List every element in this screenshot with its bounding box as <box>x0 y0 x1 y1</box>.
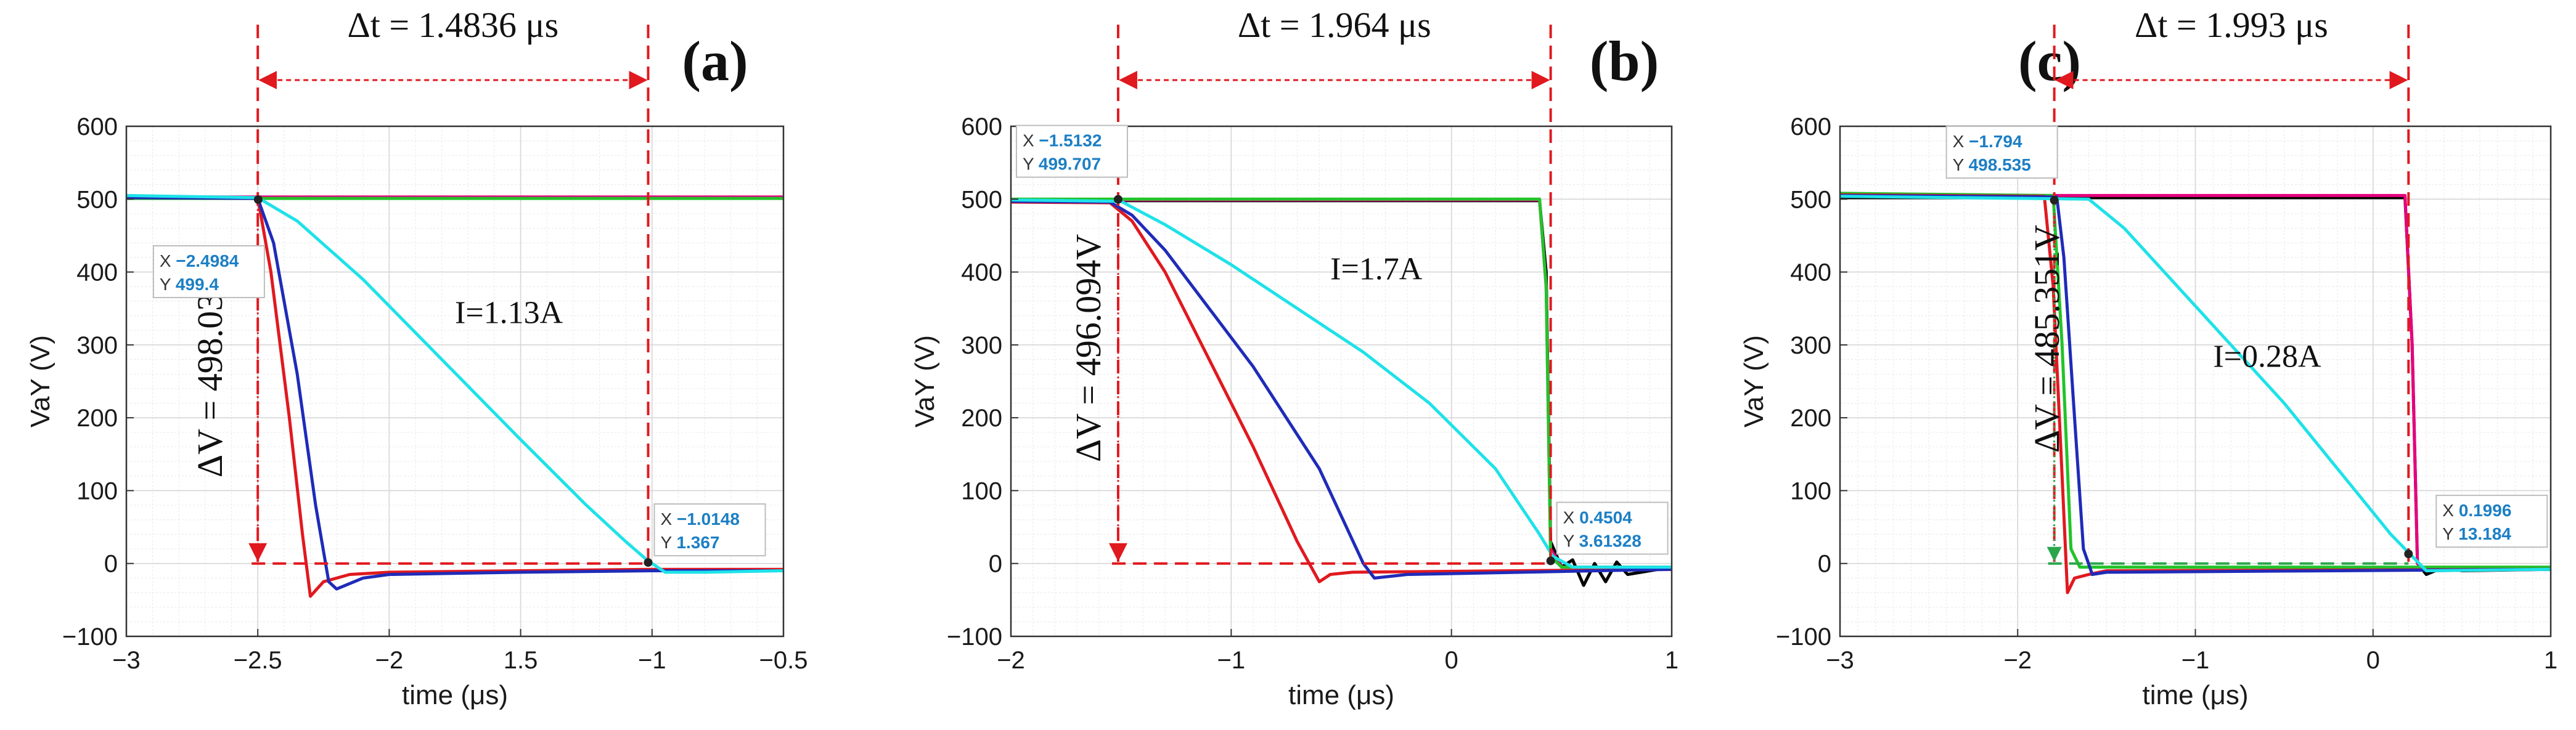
y-axis-label: VaY (V) <box>1739 335 1769 428</box>
datatip-x: X 0.1996 <box>2442 501 2511 520</box>
series-line-5 <box>1839 193 2551 576</box>
datatip-point[interactable] <box>2404 550 2413 559</box>
dv-annotation: ΔV = 496.094V <box>1068 234 1108 462</box>
y-tick-label: −100 <box>1776 623 1831 651</box>
y-tick-label: 0 <box>1818 551 1831 578</box>
datatip-box <box>1556 501 1669 555</box>
y-axis-label: VaY (V) <box>910 335 940 428</box>
datatip-y: Y 1.367 <box>660 533 719 552</box>
y-tick-label: 200 <box>76 405 118 432</box>
y-tick-label: 100 <box>1790 477 1831 505</box>
y-axis-label: VaY (V) <box>25 335 55 428</box>
x-tick-label: 1 <box>1665 647 1678 674</box>
y-tick-label: 300 <box>1790 332 1831 359</box>
x-tick-label: −3 <box>1826 647 1854 674</box>
datatip-box <box>1015 124 1128 178</box>
y-tick-label: 300 <box>76 332 118 359</box>
y-tick-label: 100 <box>76 477 118 505</box>
y-tick-label: 400 <box>1790 259 1831 286</box>
chart-panel-a: −3 −2.5 −2 1.5 −1 −0.5 −100 0 100 200 300 400 500 600… <box>25 5 808 710</box>
axes-frame <box>1010 125 1673 638</box>
datatip-box <box>653 503 766 557</box>
datatip-x: X 0.4504 <box>1563 508 1633 527</box>
y-tick-label: −100 <box>947 623 1002 651</box>
x-tick-label: 1 <box>2544 647 2558 674</box>
datatip-y: Y 499.4 <box>160 275 219 294</box>
x-tick-label: −2 <box>2003 647 2032 674</box>
current-label: I=1.7A <box>1330 251 1423 286</box>
panel-label: (c) <box>2018 30 2081 92</box>
x-tick-label: −0.5 <box>759 647 808 674</box>
x-tick-label: −1 <box>638 647 666 674</box>
datatip-point[interactable] <box>1546 556 1555 566</box>
datatip-x: X −1.794 <box>1953 132 2022 151</box>
y-tick-label: 500 <box>76 186 118 213</box>
dt-annotation: Δt = 1.993 μs <box>2135 5 2328 45</box>
panel-label: (a) <box>682 30 748 92</box>
y-tick-label: 200 <box>961 405 1002 432</box>
y-tick-label: 600 <box>76 113 118 140</box>
y-tick-label: 100 <box>961 477 1002 505</box>
datatip-y: Y 498.535 <box>1953 155 2031 174</box>
series-line-5 <box>1010 200 1672 580</box>
datatip-y: Y 499.707 <box>1023 155 1101 174</box>
datatip-box <box>2435 495 2548 548</box>
y-tick-label: 400 <box>76 259 118 286</box>
y-tick-label: 600 <box>1790 113 1831 140</box>
y-tick-label: 600 <box>961 113 1002 140</box>
dt-annotation: Δt = 1.4836 μs <box>347 5 558 45</box>
axes-frame <box>125 125 785 638</box>
series-line-6 <box>126 193 784 574</box>
x-tick-label: −2 <box>997 647 1025 674</box>
x-tick-label: −2 <box>375 647 404 674</box>
x-tick-label: 0 <box>1445 647 1458 674</box>
series-line-6 <box>1010 198 1672 569</box>
y-tick-label: 500 <box>961 186 1002 213</box>
x-tick-label: −1 <box>1217 647 1246 674</box>
y-tick-label: 400 <box>961 259 1002 286</box>
x-tick-label: −3 <box>112 647 141 674</box>
series-line-5 <box>126 196 783 591</box>
datatip-y: Y 3.61328 <box>1563 531 1642 550</box>
x-tick-label: 1.5 <box>504 647 538 674</box>
dv-annotation: ΔV = 485.351V <box>2027 225 2067 453</box>
datatip-point[interactable] <box>1113 195 1122 204</box>
chart-panel-c: −3 −2 −1 0 1 −100 0 100 200 300 400 500 600 time (μs)… <box>1739 5 2558 710</box>
x-axis-label: time (μs) <box>2142 680 2248 710</box>
datatip-y: Y 13.184 <box>2442 524 2511 543</box>
y-tick-label: 200 <box>1790 405 1831 432</box>
datatip-point[interactable] <box>2050 196 2059 205</box>
x-tick-label: 0 <box>2366 647 2380 674</box>
y-tick-label: 0 <box>989 551 1002 578</box>
x-axis-label: time (μs) <box>402 680 508 710</box>
chart-panel-b: −2 −1 0 1 −100 0 100 200 300 400 500 600 time (μs) Va… <box>910 5 1678 710</box>
chart-panels: −3 −2.5 −2 1.5 −1 −0.5−1000100200300400500600… <box>25 5 2558 710</box>
current-label: I=0.28A <box>2213 339 2321 374</box>
datatip-x: X −1.0148 <box>660 509 739 529</box>
x-axis-label: time (μs) <box>1288 680 1394 710</box>
current-label: I=1.13A <box>455 295 563 330</box>
y-tick-label: 500 <box>1790 186 1831 213</box>
x-tick-label: −2.5 <box>234 647 282 674</box>
dt-annotation: Δt = 1.964 μs <box>1238 5 1431 45</box>
y-tick-label: −100 <box>62 623 118 651</box>
datatip-point[interactable] <box>644 558 653 567</box>
datatip-box <box>1945 126 2058 179</box>
series-line-4 <box>1010 200 1672 583</box>
y-tick-label: 300 <box>961 332 1002 359</box>
datatip-point[interactable] <box>253 195 263 204</box>
y-tick-label: 0 <box>104 551 118 578</box>
panel-label: (b) <box>1590 30 1659 92</box>
datatip-box <box>152 245 265 298</box>
x-tick-label: −1 <box>2181 647 2210 674</box>
datatip-x: X −1.5132 <box>1023 131 1102 150</box>
datatip-x: X −2.4984 <box>160 251 239 270</box>
series-line-6 <box>1839 195 2551 572</box>
